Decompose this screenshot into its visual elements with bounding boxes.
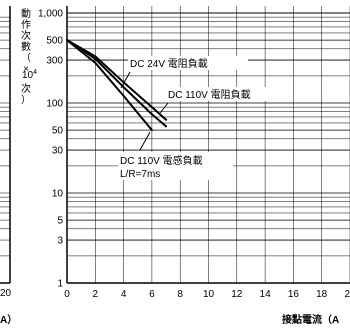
y-tick-label: 300 [46,56,63,67]
y-tick-label: 100 [46,99,63,110]
y-tick-label: 500 [46,36,63,47]
annotation-dc110v-inductive: DC 110V 電感負載 [120,154,203,167]
annotation-lr-ratio: L/R=7ms [120,169,160,180]
y-tick-label: 10 [52,189,64,200]
x-tick-label: 0 [64,289,70,300]
annotation-leader-dc110r [159,102,169,114]
y-axis-label-char: × [23,64,29,75]
annotation-leader-dc24 [120,71,131,89]
x-tick-label: 20 [344,289,350,300]
left-panel-x-tick: 20 [0,288,12,299]
y-tick-label: 30 [52,146,64,157]
plot-area: 1 3 5 10 30 50 100 300 500 1,000 0 2 4 6 8 10 12 14 16 18 2… [38,6,350,300]
annotation-box-dc110l [118,152,233,180]
x-tick-label: 14 [260,289,272,300]
y-axis-label-char: 次 [21,82,31,95]
y-tick-label: 50 [52,126,64,137]
left-panel-grid [0,16,10,284]
y-tick-label: 1,000 [38,9,63,20]
y-tick-label: 5 [57,216,63,227]
series-line-2 [66,39,168,128]
x-tick-label: 12 [231,289,243,300]
annotation-box-dc24 [128,56,248,70]
x-axis-label: 接點電流（A [282,313,339,326]
left-panel-x-label: A） [0,313,17,326]
annotation-box-dc110r [166,87,291,101]
annotation-dc24v-resistive: DC 24V 電阻負載 [130,58,208,70]
y-axis-label-char: 次 [21,29,31,42]
series-line-1 [66,39,168,121]
x-tick-label: 18 [316,289,328,300]
x-tick-label: 2 [93,289,99,300]
x-tick-label: 4 [121,289,127,300]
y-axis-label-char: 作 [21,19,31,31]
y-axis-label-char: ） [21,94,31,106]
y-tick-label: 1 [57,279,63,290]
y-tick-labels: 1 3 5 10 30 50 100 300 500 1,000 [38,9,63,290]
y-axis-label-char: 動 [21,7,31,20]
left-panel-fragment: 20 A） [0,6,17,326]
x-tick-label: 16 [288,289,300,300]
annotation-leader-dc110l [139,131,151,151]
y-axis-label-char: 數 [21,40,31,53]
x-tick-labels: 0 2 4 6 8 10 12 14 16 18 20 [64,289,350,300]
x-tick-label: 10 [203,289,215,300]
series-lines [66,39,168,132]
annotation-dc110v-resistive: DC 110V 電阻負載 [168,89,251,101]
y-axis-label-char: （ [21,52,31,64]
series-line-3 [66,39,153,132]
grid-lines [67,6,350,284]
x-tick-label: 8 [177,289,183,300]
x-tick-label: 6 [149,289,155,300]
y-axis-label-exponent: 104 [22,69,37,81]
y-tick-label: 3 [57,236,63,247]
